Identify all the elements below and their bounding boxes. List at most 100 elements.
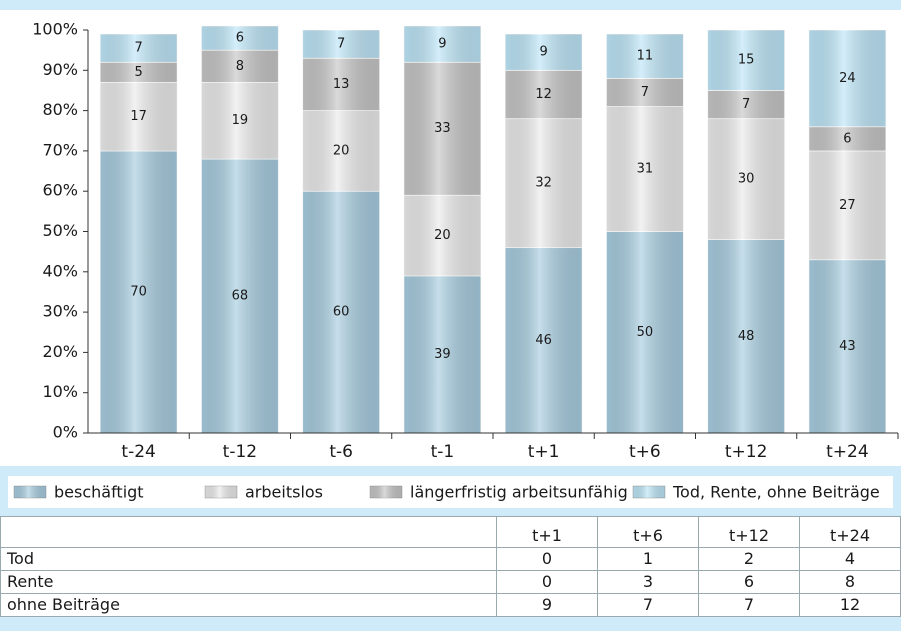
legend-swatch-shine <box>370 486 402 498</box>
legend-box <box>8 476 893 508</box>
table-row: Tod 0 1 2 4 <box>0 547 901 571</box>
table-cell: 8 <box>799 570 901 594</box>
bar-shine <box>201 50 279 83</box>
data-label: 12 <box>535 87 552 102</box>
table-cell: t+24 <box>799 516 901 548</box>
bar-shine <box>707 90 785 119</box>
table-cell: Tod <box>0 547 497 571</box>
data-label: 27 <box>839 198 856 213</box>
data-label: 24 <box>839 71 856 86</box>
table-cell: t+6 <box>597 516 699 548</box>
bar-shine <box>606 78 684 107</box>
x-tick-label: t+12 <box>725 442 768 462</box>
table-cell: 2 <box>698 547 800 571</box>
data-label: 30 <box>738 172 755 187</box>
bar-shine <box>505 70 583 119</box>
data-label: 43 <box>839 339 856 354</box>
bar-shine <box>707 30 785 91</box>
bar-shine <box>100 34 178 63</box>
data-label: 7 <box>134 41 142 56</box>
bar-shine <box>302 191 380 433</box>
y-tick-label: 0% <box>53 423 78 442</box>
table-cell: Rente <box>0 570 497 594</box>
y-tick-label: 70% <box>42 140 78 159</box>
bar-shine <box>606 231 684 433</box>
table-cell: 6 <box>698 570 800 594</box>
bar-shine <box>505 118 583 248</box>
x-tick-label: t-12 <box>223 442 257 462</box>
bar-shine <box>201 158 279 433</box>
table-cell: 7 <box>597 593 699 617</box>
data-label: 68 <box>232 288 249 303</box>
bar-shine <box>808 259 886 433</box>
data-label: 6 <box>843 131 851 146</box>
bar-shine <box>606 106 684 232</box>
x-tick-label: t+1 <box>528 442 560 462</box>
legend-swatch-shine <box>14 486 46 498</box>
data-label: 7 <box>337 37 345 52</box>
legend-swatch-shine <box>633 486 665 498</box>
x-tick-label: t+6 <box>629 442 661 462</box>
bar-shine <box>201 82 279 159</box>
bar-shine <box>100 62 178 83</box>
bar-shine <box>302 58 380 111</box>
bar-shine <box>403 275 481 433</box>
table-row: ohne Beiträge 9 7 7 12 <box>0 593 901 617</box>
bar-shine <box>505 247 583 433</box>
data-label: 50 <box>637 325 654 340</box>
bar-shine <box>808 150 886 260</box>
data-label: 31 <box>637 162 654 177</box>
y-tick-label: 50% <box>42 221 78 240</box>
data-label: 46 <box>535 333 552 348</box>
data-label: 60 <box>333 305 350 320</box>
table-cell: t+12 <box>698 516 800 548</box>
bar-shine <box>505 34 583 71</box>
y-tick-label: 80% <box>42 100 78 119</box>
table-cell: t+1 <box>496 516 598 548</box>
data-label: 17 <box>130 109 147 124</box>
bar-shine <box>100 150 178 433</box>
table-cell: 0 <box>496 570 598 594</box>
data-label: 39 <box>434 347 451 362</box>
data-label: 20 <box>434 228 451 243</box>
bar-shine <box>808 30 886 127</box>
table: t+1 t+6 t+12 t+24 Tod 0 1 2 4 Rente 0 3 6 8 ohne Beitr… <box>0 516 901 617</box>
data-label: 8 <box>236 59 244 74</box>
y-tick-label: 60% <box>42 181 78 200</box>
legend-label: arbeitslos <box>245 483 323 502</box>
data-label: 19 <box>232 113 249 128</box>
data-label: 7 <box>742 97 750 112</box>
table-cell: 12 <box>799 593 901 617</box>
y-tick-label: 40% <box>42 261 78 280</box>
data-label: 11 <box>637 49 654 64</box>
bar-shine <box>302 110 380 192</box>
legend-label: Tod, Rente, ohne Beiträge <box>672 483 880 502</box>
data-label: 13 <box>333 77 350 92</box>
table-row: Rente 0 3 6 8 <box>0 570 901 594</box>
data-label: 33 <box>434 121 451 136</box>
data-label: 5 <box>134 65 142 80</box>
data-label: 32 <box>535 176 552 191</box>
legend-swatch-shine <box>205 486 237 498</box>
data-label: 15 <box>738 53 755 68</box>
bar-shine <box>808 126 886 151</box>
bar-shine <box>403 25 481 63</box>
bar-shine <box>403 62 481 196</box>
bar-shine <box>606 34 684 79</box>
bar-shine <box>201 25 279 51</box>
table-cell: ohne Beiträge <box>0 593 497 617</box>
y-tick-label: 100% <box>32 20 78 39</box>
x-tick-label: t-24 <box>121 442 155 462</box>
y-tick-label: 10% <box>42 382 78 401</box>
table-cell: 9 <box>496 593 598 617</box>
table-cell: 1 <box>597 547 699 571</box>
y-tick-label: 90% <box>42 60 78 79</box>
table-cell: 3 <box>597 570 699 594</box>
bar-shine <box>707 239 785 433</box>
x-tick-label: t-6 <box>329 442 353 462</box>
data-label: 9 <box>539 45 547 60</box>
table-body: t+1 t+6 t+12 t+24 Tod 0 1 2 4 Rente 0 3 6 8 ohne Beitr… <box>0 516 901 617</box>
data-label: 48 <box>738 329 755 344</box>
table-row: t+1 t+6 t+12 t+24 <box>0 516 901 548</box>
table-cell: 0 <box>496 547 598 571</box>
